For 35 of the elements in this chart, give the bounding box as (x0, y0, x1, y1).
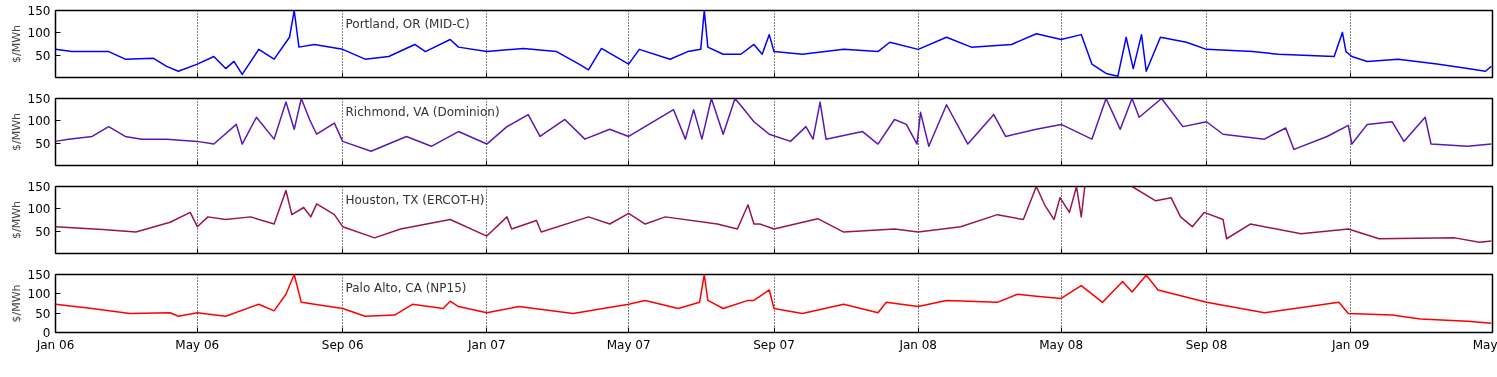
x-tick-label: Jan 07 (467, 337, 506, 352)
y-tick-label: 50 (35, 48, 51, 63)
x-tick-label: May (1472, 337, 1497, 352)
series-label: Richmond, VA (Dominion) (345, 104, 500, 119)
y-tick-label: 150 (27, 92, 51, 106)
y-axis-title: $/MWh (9, 284, 23, 323)
line-series (55, 274, 1493, 324)
x-tick-label: Jan 09 (1330, 337, 1370, 352)
y-tick-label: 150 (27, 4, 51, 18)
y-axis-title: $/MWh (9, 112, 23, 152)
y-axis-title: $/MWh (9, 24, 23, 64)
line-series (55, 98, 1493, 152)
y-tick-label: 50 (35, 136, 51, 151)
y-tick-label: 150 (27, 268, 51, 282)
x-tick-label: May 08 (1039, 337, 1084, 352)
y-tick-label: 100 (27, 114, 51, 129)
x-tick-label: May 06 (175, 337, 220, 352)
x-tick-label: Jan 06 (35, 337, 75, 352)
y-tick-label: 50 (35, 306, 51, 321)
x-tick-label: Sep 07 (753, 337, 795, 352)
y-tick-label: 100 (27, 287, 51, 302)
line-series (55, 10, 1493, 77)
y-tick-label: 0 (42, 326, 51, 340)
x-tick-label: Sep 06 (321, 337, 364, 352)
x-tick-label: May 07 (606, 337, 651, 352)
series-label: Palo Alto, CA (NP15) (345, 280, 467, 295)
y-tick-label: 150 (27, 180, 51, 194)
series-label: Houston, TX (ERCOT-H) (345, 192, 485, 207)
y-tick-label: 100 (27, 202, 51, 217)
series-label: Portland, OR (MID-C) (345, 16, 470, 31)
x-tick-label: Jan 08 (898, 337, 937, 352)
y-tick-label: 50 (35, 224, 51, 239)
x-tick-label: Sep 08 (1185, 337, 1228, 352)
y-axis-title: $/MWh (9, 200, 23, 240)
y-tick-label: 100 (27, 26, 51, 41)
